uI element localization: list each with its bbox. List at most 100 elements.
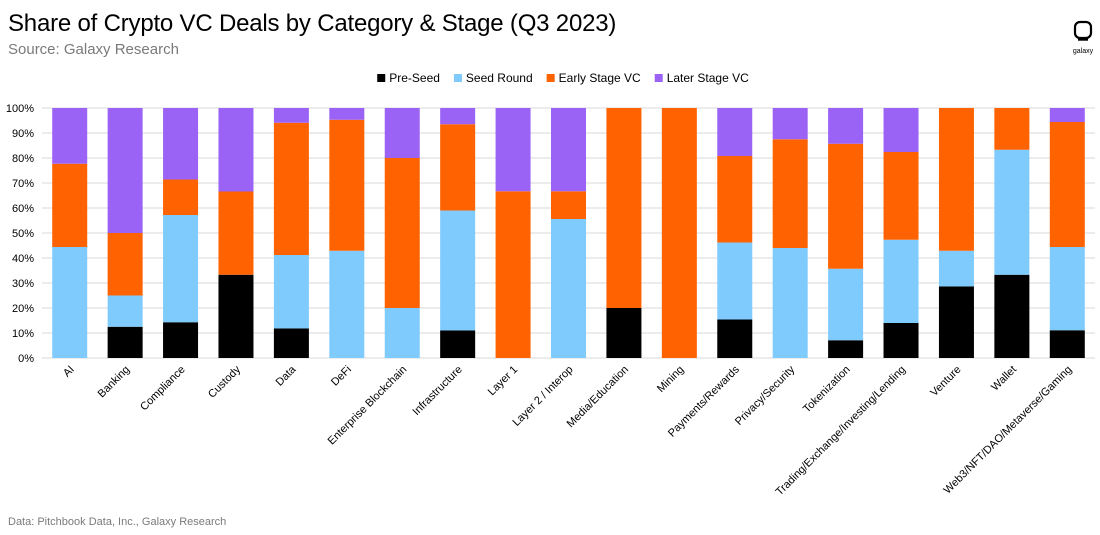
legend-label: Seed Round <box>466 71 533 85</box>
bar-segment-seed-round <box>329 250 365 358</box>
bar-segment-early-stage-vc <box>218 191 254 275</box>
y-tick-label: 90% <box>12 128 34 140</box>
bar-segment-seed-round <box>163 215 199 323</box>
bar-segment-early-stage-vc <box>273 122 309 255</box>
bar-segment-pre-seed <box>994 274 1030 358</box>
bar-segment-later-stage-vc <box>828 108 864 144</box>
bar-segment-seed-round <box>883 239 919 323</box>
bar-segment-early-stage-vc <box>883 152 919 240</box>
data-source-note: Data: Pitchbook Data, Inc., Galaxy Resea… <box>8 516 227 528</box>
bar-segment-early-stage-vc <box>329 119 365 251</box>
bar-segment-seed-round <box>1049 247 1085 331</box>
bar-segment-later-stage-vc <box>440 108 476 125</box>
legend-swatch-seed-round <box>453 74 462 82</box>
bar-segment-pre-seed <box>828 340 864 358</box>
bar-segment-seed-round <box>273 255 309 329</box>
bar-segment-early-stage-vc <box>938 108 974 251</box>
bar-segment-later-stage-vc <box>717 108 753 156</box>
x-tick-label: Compliance <box>138 364 188 414</box>
x-tick-label: Mining <box>655 364 686 395</box>
bar-segment-early-stage-vc <box>606 108 642 308</box>
bar-segment-early-stage-vc <box>384 158 420 308</box>
y-tick-label: 60% <box>12 203 34 215</box>
bar-segment-early-stage-vc <box>828 143 864 269</box>
bar-segment-seed-round <box>717 242 753 320</box>
bar-segment-seed-round <box>107 295 143 327</box>
bar-segment-pre-seed <box>883 323 919 358</box>
bar-segment-seed-round <box>994 149 1030 275</box>
chart-subtitle: Source: Galaxy Research <box>8 41 179 58</box>
x-tick-label: AI <box>61 364 77 380</box>
bar-segment-seed-round <box>384 308 420 358</box>
y-axis-ticks: 0% 10% 20% 30% 40% 50% 60% 70% 80% 90% 100% <box>6 103 34 365</box>
bar-segment-early-stage-vc <box>551 191 586 219</box>
bar-segment-later-stage-vc <box>52 108 88 164</box>
bar-segment-pre-seed <box>440 330 476 358</box>
bar-segment-early-stage-vc <box>163 179 199 215</box>
bar-segment-pre-seed <box>606 308 642 358</box>
bar-segment-later-stage-vc <box>329 108 365 120</box>
legend-label: Early Stage VC <box>559 71 641 85</box>
bar-segment-early-stage-vc <box>495 191 531 358</box>
legend-label: Later Stage VC <box>667 71 749 85</box>
x-tick-label: Infrastructure <box>410 364 464 418</box>
bar-segment-pre-seed <box>1049 330 1085 358</box>
bar-segment-pre-seed <box>218 274 254 358</box>
y-tick-label: 0% <box>18 353 34 365</box>
x-tick-label: Venture <box>928 364 963 399</box>
x-tick-label: Banking <box>96 364 133 401</box>
legend-swatch-early-stage-vc <box>546 74 555 82</box>
bar-segment-later-stage-vc <box>107 108 143 233</box>
bar-segment-later-stage-vc <box>883 108 919 152</box>
bar-segment-later-stage-vc <box>1049 108 1085 122</box>
y-tick-label: 100% <box>6 103 34 115</box>
bar-segment-later-stage-vc <box>218 108 254 192</box>
legend-label: Pre-Seed <box>389 71 440 85</box>
bar-segment-seed-round <box>551 219 586 358</box>
legend-swatch-later-stage-vc <box>654 74 663 82</box>
y-tick-label: 20% <box>12 303 34 315</box>
x-tick-label: Media/Education <box>565 364 631 430</box>
bar-segment-pre-seed <box>163 322 199 358</box>
x-tick-label: Privacy/Security <box>733 363 798 428</box>
bar-segment-early-stage-vc <box>107 233 143 296</box>
y-tick-label: 80% <box>12 153 34 165</box>
x-tick-label: Layer 1 <box>486 364 520 398</box>
galaxy-logo-icon <box>1073 20 1093 41</box>
bar-segment-later-stage-vc <box>384 108 420 158</box>
bar-segment-pre-seed <box>717 319 753 358</box>
bar-segment-early-stage-vc <box>52 163 88 247</box>
y-tick-label: 50% <box>12 228 34 240</box>
bar-segment-early-stage-vc <box>440 124 476 211</box>
bar-segment-seed-round <box>52 247 88 358</box>
x-tick-label: Data <box>274 363 300 389</box>
bar-segment-early-stage-vc <box>1049 122 1085 247</box>
x-axis-ticks: AI Banking Compliance Custody Data DeFiEnterp… <box>61 363 1074 498</box>
galaxy-logo: galaxy <box>1068 20 1098 55</box>
legend: Pre-Seed Seed Round Early Stage VC Later St… <box>377 71 749 85</box>
bar-segment-seed-round <box>828 268 864 341</box>
bar-segment-seed-round <box>440 210 476 331</box>
bar-segment-later-stage-vc <box>551 108 586 192</box>
bars <box>52 108 1085 358</box>
y-tick-label: 40% <box>12 253 34 265</box>
bar-segment-later-stage-vc <box>273 108 309 123</box>
x-tick-label: Tokenization <box>801 364 853 416</box>
bar-segment-pre-seed <box>273 328 309 358</box>
bar-segment-later-stage-vc <box>772 108 808 140</box>
x-tick-label: Web3/NFT/DAO/Metaverse/Gaming <box>942 364 1075 497</box>
y-tick-label: 70% <box>12 178 34 190</box>
bar-segment-later-stage-vc <box>495 108 531 192</box>
bar-segment-early-stage-vc <box>717 156 753 243</box>
bar-segment-seed-round <box>772 248 808 358</box>
bar-segment-early-stage-vc <box>661 108 697 358</box>
bar-segment-seed-round <box>938 250 974 287</box>
y-tick-label: 10% <box>12 328 34 340</box>
y-tick-label: 30% <box>12 278 34 290</box>
legend-swatch-pre-seed <box>377 74 386 82</box>
x-tick-label: Custody <box>206 363 243 400</box>
x-tick-label: Wallet <box>989 364 1019 394</box>
x-tick-label: DeFi <box>329 364 354 389</box>
bar-segment-pre-seed <box>938 286 974 358</box>
